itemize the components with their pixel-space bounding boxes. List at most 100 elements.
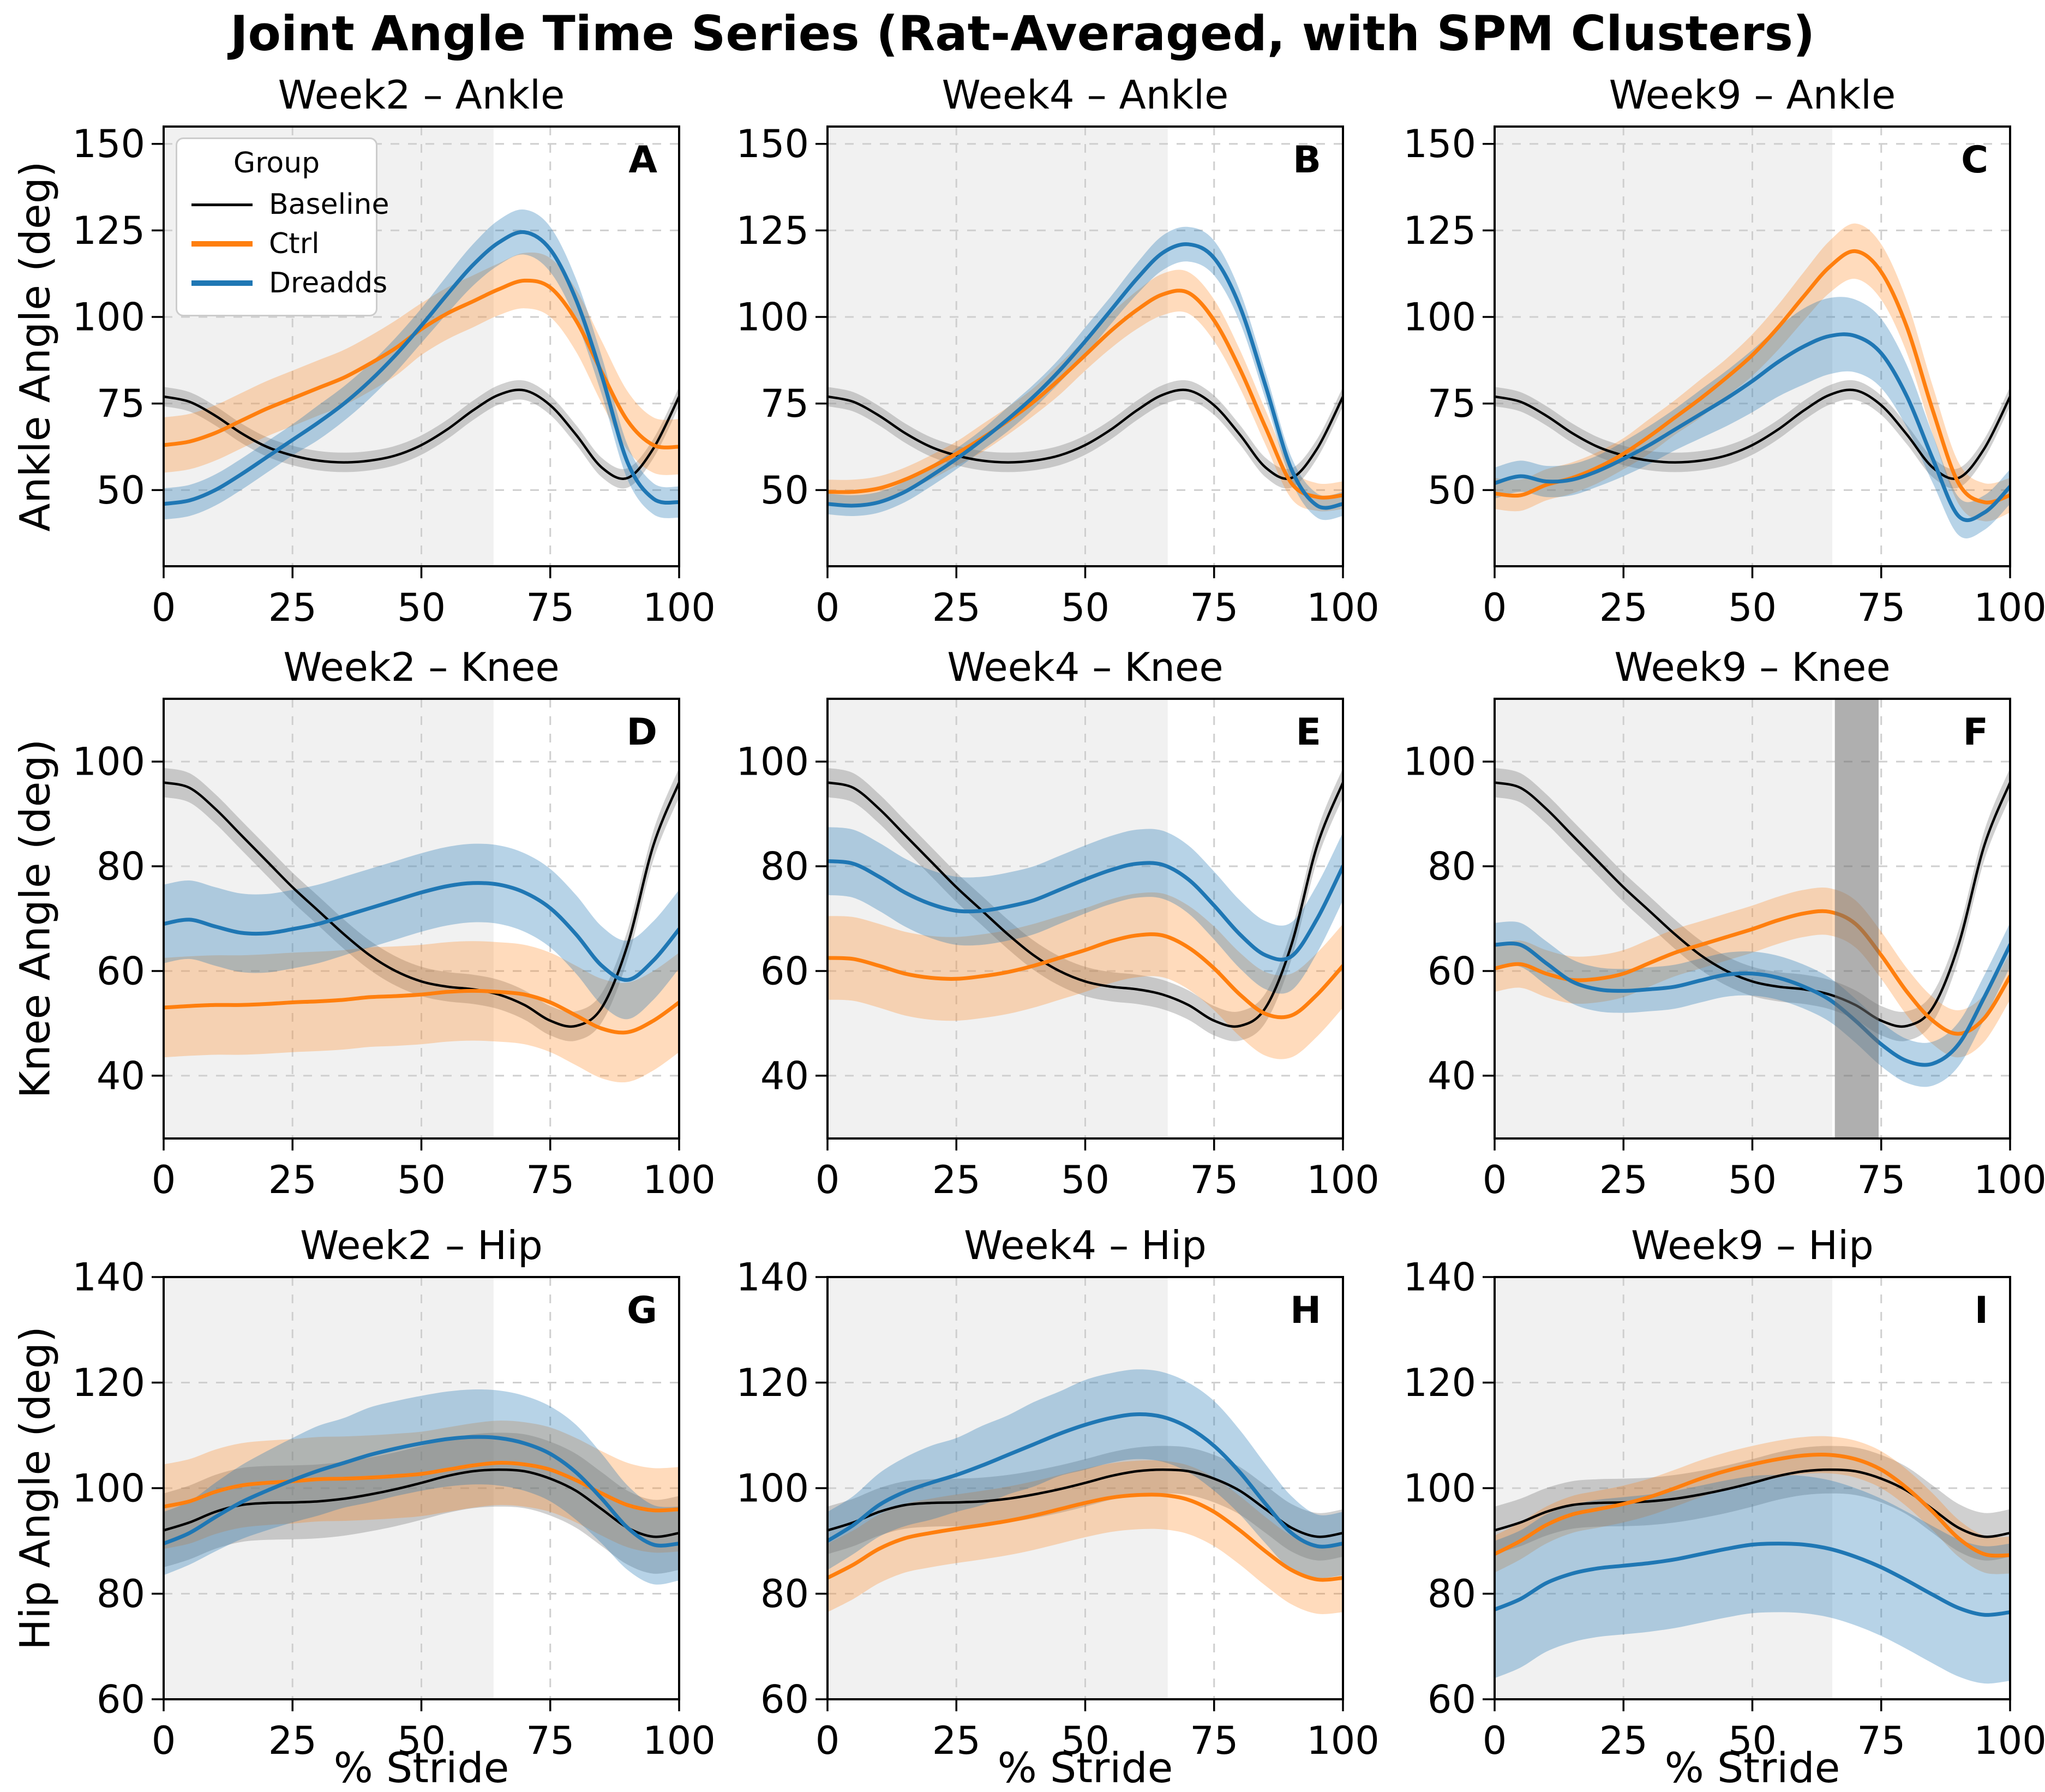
dreadds-line-swatch-icon — [191, 280, 253, 286]
ticks: 0 25 50 75 100 60 80 100 120 140 — [72, 1255, 715, 1764]
ticks: 0 25 50 75 100 40 60 80 100 — [1403, 740, 2045, 1202]
series-band-baseline — [827, 380, 1343, 489]
stance-region — [1495, 699, 1832, 1138]
x-tick-label: 50 — [1728, 585, 1777, 630]
series-band-dreadds — [164, 843, 679, 1020]
y-tick-label: 100 — [72, 295, 145, 340]
y-tick-label: 150 — [1403, 122, 1476, 166]
legend: Group Baseline Ctrl Dreadds — [176, 137, 389, 316]
panel-title-b: Week4 – Ankle — [941, 72, 1229, 118]
stance-region — [827, 699, 1168, 1138]
x-axis-label-g: % Stride — [333, 1743, 509, 1792]
series-band-baseline — [1495, 768, 2010, 1041]
y-tick-label: 125 — [736, 208, 809, 253]
x-tick-label: 75 — [526, 1158, 574, 1202]
series-band-ctrl — [827, 892, 1343, 1059]
series-line-dreadds — [827, 859, 1343, 962]
x-tick-label: 25 — [1599, 1718, 1648, 1763]
series-band-ctrl — [1495, 888, 2010, 1058]
panel-title-d: Week2 – Knee — [283, 644, 560, 690]
x-tick-label: 100 — [643, 1158, 716, 1202]
y-tick-label: 100 — [736, 740, 809, 784]
y-tick-label: 120 — [736, 1361, 809, 1405]
gridlines — [827, 127, 1343, 566]
series-line-dreadds — [1495, 332, 2010, 523]
gridlines — [164, 1276, 679, 1700]
panel-g-plot: 0 25 50 75 100 60 80 100 120 140 — [72, 1255, 715, 1764]
series-band-ctrl — [164, 252, 679, 475]
series-band-ctrl — [827, 1460, 1343, 1614]
y-tick-label: 80 — [97, 1572, 145, 1616]
series-band-ctrl — [1495, 223, 2010, 522]
y-tick-label: 80 — [760, 1572, 809, 1616]
series-line-baseline — [827, 1468, 1343, 1538]
baseline-line-swatch-icon — [191, 203, 253, 206]
y-tick-label: 80 — [1428, 844, 1476, 889]
stance-region — [827, 127, 1168, 566]
x-tick-label: 0 — [815, 585, 840, 630]
y-tick-label: 40 — [760, 1053, 809, 1098]
series-line-baseline — [827, 388, 1343, 480]
data-layer — [827, 226, 1343, 520]
x-tick-label: 0 — [815, 1718, 840, 1763]
x-tick-label: 100 — [1974, 585, 2045, 630]
stance-region — [1495, 127, 1832, 566]
x-tick-label: 100 — [1306, 1158, 1380, 1202]
y-tick-label: 60 — [97, 1677, 145, 1722]
y-tick-label: 40 — [1428, 1053, 1476, 1098]
x-tick-label: 100 — [1974, 1718, 2045, 1763]
gridlines — [1495, 127, 2010, 566]
x-tick-label: 75 — [526, 1718, 574, 1763]
x-tick-label: 0 — [152, 1718, 176, 1763]
panel-letter-h: H — [1290, 1289, 1321, 1332]
series-band-dreadds — [827, 1369, 1343, 1578]
data-layer — [827, 1369, 1343, 1614]
x-tick-label: 75 — [1190, 585, 1238, 630]
y-tick-label: 100 — [1403, 1466, 1476, 1511]
gridlines — [827, 1276, 1343, 1700]
legend-item-baseline: Baseline — [191, 185, 389, 224]
x-tick-label: 50 — [1061, 1718, 1110, 1763]
x-tick-label: 50 — [1728, 1158, 1777, 1202]
panel-letter-f: F — [1963, 711, 1988, 754]
ticks: 0 25 50 75 100 50 75 100 125 150 — [1403, 122, 2045, 630]
panel-b-plot: 0 25 50 75 100 50 75 100 125 150 — [736, 122, 1379, 630]
y-tick-label: 50 — [760, 468, 809, 513]
panel-title-f: Week9 – Knee — [1614, 644, 1891, 690]
series-band-baseline — [164, 768, 679, 1041]
x-tick-label: 0 — [152, 585, 176, 630]
x-tick-label: 25 — [932, 585, 981, 630]
x-tick-label: 0 — [1483, 1158, 1507, 1202]
y-tick-label: 60 — [760, 949, 809, 993]
panel-title-i: Week9 – Hip — [1631, 1222, 1874, 1268]
data-layer — [1495, 1436, 2010, 1684]
x-tick-label: 0 — [1483, 1718, 1507, 1763]
gridlines — [1495, 699, 2010, 1138]
panel-letter-i: I — [1974, 1289, 1988, 1332]
ticks: 0 25 50 75 100 50 75 100 125 150 — [72, 122, 715, 630]
x-tick-label: 75 — [1857, 1718, 1905, 1763]
x-tick-label: 50 — [1061, 1158, 1110, 1202]
series-line-ctrl — [1495, 909, 2010, 1036]
series-band-dreadds — [827, 827, 1343, 994]
y-tick-label: 80 — [760, 844, 809, 889]
y-tick-label: 75 — [760, 381, 809, 426]
y-tick-label: 100 — [72, 1466, 145, 1511]
data-layer — [164, 209, 679, 520]
x-tick-label: 50 — [1728, 1718, 1777, 1763]
gridlines — [827, 699, 1343, 1138]
y-tick-label: 80 — [97, 844, 145, 889]
x-tick-label: 25 — [268, 1718, 317, 1763]
x-tick-label: 25 — [268, 585, 317, 630]
x-tick-label: 50 — [397, 1158, 446, 1202]
y-tick-label: 60 — [1428, 949, 1476, 993]
x-tick-label: 50 — [397, 1718, 446, 1763]
y-tick-label: 150 — [72, 122, 145, 166]
series-line-ctrl — [1495, 1452, 2010, 1558]
series-line-dreadds — [164, 230, 679, 506]
panel-e-plot: 0 25 50 75 100 40 60 80 100 — [736, 698, 1380, 1202]
y-tick-label: 50 — [1428, 468, 1476, 513]
panel-title-c: Week9 – Ankle — [1609, 72, 1896, 118]
y-tick-label: 140 — [1403, 1255, 1476, 1300]
